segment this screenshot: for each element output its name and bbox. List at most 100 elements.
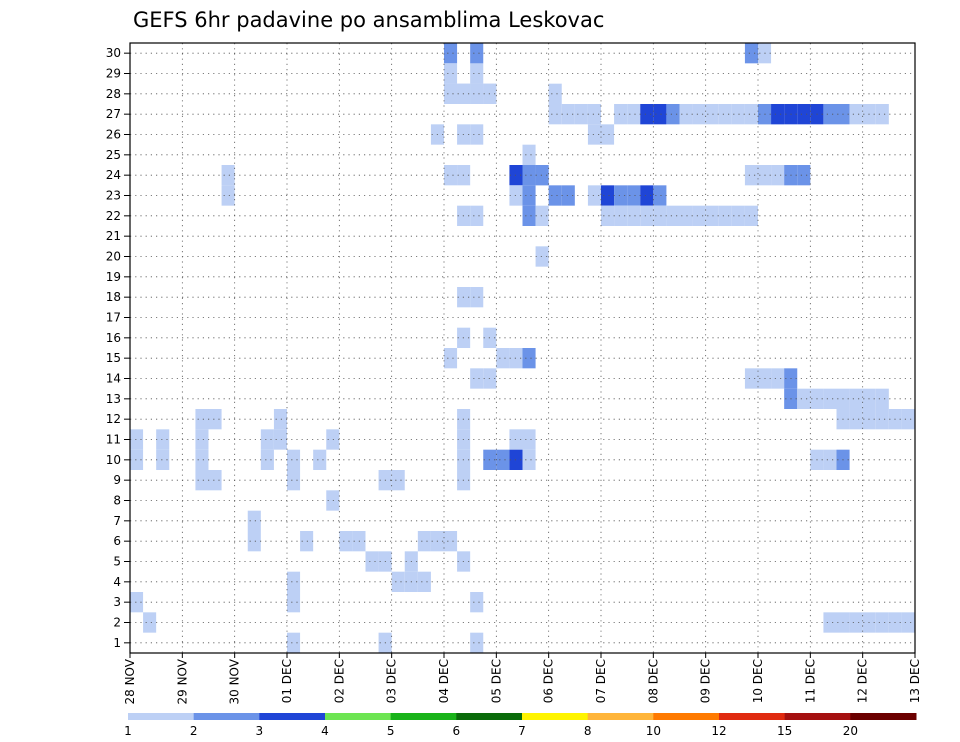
y-tick-label: 16 [106, 331, 121, 345]
heatmap-cell [208, 409, 222, 430]
heatmap-cell [522, 165, 536, 186]
x-tick-label: 02 DEC [332, 659, 346, 703]
y-tick-label: 6 [113, 534, 121, 548]
heatmap-cell [627, 205, 641, 226]
heatmap-cell [444, 348, 458, 369]
heatmap-cell [692, 104, 706, 125]
legend-swatch [784, 713, 851, 720]
heatmap-cell [365, 551, 379, 572]
y-tick-label: 29 [106, 67, 121, 81]
heatmap-cell [614, 205, 628, 226]
heatmap-cell [823, 449, 837, 470]
heatmap-cell [653, 185, 667, 206]
heatmap-cell [496, 348, 510, 369]
x-tick-label: 13 DEC [908, 659, 922, 703]
legend-swatch [325, 713, 392, 720]
legend-label: 15 [777, 724, 792, 738]
heatmap-cell [574, 104, 588, 125]
y-tick-label: 19 [106, 270, 121, 284]
y-tick-label: 26 [106, 128, 121, 142]
heatmap-cell [444, 83, 458, 104]
heatmap-cell [247, 531, 261, 552]
heatmap-cell [326, 429, 340, 450]
heatmap-cell [273, 409, 287, 430]
y-tick-label: 11 [106, 433, 121, 447]
heatmap-cell [731, 205, 745, 226]
heatmap-cell [875, 409, 889, 430]
heatmap-cell [496, 449, 510, 470]
chart-title: GEFS 6hr padavine po ansamblima Leskovac [133, 8, 604, 32]
heatmap-cell [391, 470, 405, 491]
heatmap-cell [535, 205, 549, 226]
heatmap-cell [705, 205, 719, 226]
heatmap-cell [679, 104, 693, 125]
heatmap-cell [640, 104, 654, 125]
heatmap-cell [797, 104, 811, 125]
y-tick-label: 24 [106, 168, 121, 182]
x-tick-label: 12 DEC [856, 659, 870, 703]
heatmap-cell [221, 185, 235, 206]
heatmap-cell [130, 592, 144, 613]
heatmap-cell [849, 409, 863, 430]
heatmap-cell [849, 612, 863, 633]
heatmap-cell [771, 165, 785, 186]
legend-label: 6 [453, 724, 461, 738]
y-tick-label: 7 [113, 514, 121, 528]
heatmap-cell [326, 490, 340, 511]
heatmap-cell [653, 104, 667, 125]
heatmap-cell [444, 531, 458, 552]
x-tick-label: 28 NOV [123, 658, 137, 704]
heatmap-cell [771, 368, 785, 389]
heatmap-cell [417, 571, 431, 592]
heatmap-cell [640, 185, 654, 206]
heatmap-cell [679, 205, 693, 226]
heatmap-cell [705, 104, 719, 125]
heatmap-cell [195, 429, 209, 450]
heatmap-cell [653, 205, 667, 226]
legend-swatch [193, 713, 260, 720]
heatmap-cell [130, 449, 144, 470]
heatmap-cell [444, 63, 458, 84]
heatmap-cell [208, 470, 222, 491]
heatmap-cell [797, 388, 811, 409]
legend-label: 8 [584, 724, 592, 738]
heatmap-cell [287, 449, 301, 470]
legend-swatch [850, 713, 917, 720]
heatmap-cell [156, 449, 170, 470]
y-tick-label: 8 [113, 494, 121, 508]
heatmap-cell [247, 510, 261, 531]
heatmap-cell [744, 104, 758, 125]
legend-label: 12 [711, 724, 726, 738]
heatmap-cell [156, 429, 170, 450]
heatmap-cell [470, 287, 484, 308]
heatmap-cell [744, 165, 758, 186]
legend-label: 20 [843, 724, 858, 738]
color-legend: 1 2 3 4 5 6 7 8 10 12 15 20 [124, 713, 917, 738]
y-tick-label: 18 [106, 290, 121, 304]
heatmap-cell [849, 388, 863, 409]
heatmap-cell [744, 368, 758, 389]
heatmap-cell [470, 83, 484, 104]
heatmap-cell [444, 43, 458, 64]
heatmap-cell [522, 429, 536, 450]
heatmap-cell [587, 185, 601, 206]
heatmap-cell [666, 205, 680, 226]
heatmap-cell [287, 470, 301, 491]
heatmap-cell [601, 124, 615, 145]
heatmap-cell [601, 185, 615, 206]
heatmap-cell [522, 449, 536, 470]
grid-lines [129, 43, 916, 653]
x-tick-label: 07 DEC [594, 659, 608, 703]
x-axis: 28 NOV 29 NOV 30 NOV 01 DEC 02 DEC 03 DEC 04 D… [123, 653, 922, 705]
legend-swatch [522, 713, 589, 720]
y-tick-label: 15 [106, 351, 121, 365]
x-tick-label: 01 DEC [280, 659, 294, 703]
legend-swatch [128, 713, 195, 720]
heatmap-cell [522, 348, 536, 369]
legend-swatch [259, 713, 326, 720]
y-tick-label: 12 [106, 412, 121, 426]
heatmap-cell [260, 449, 274, 470]
y-tick-label: 1 [113, 636, 121, 650]
heatmap-cell [601, 205, 615, 226]
